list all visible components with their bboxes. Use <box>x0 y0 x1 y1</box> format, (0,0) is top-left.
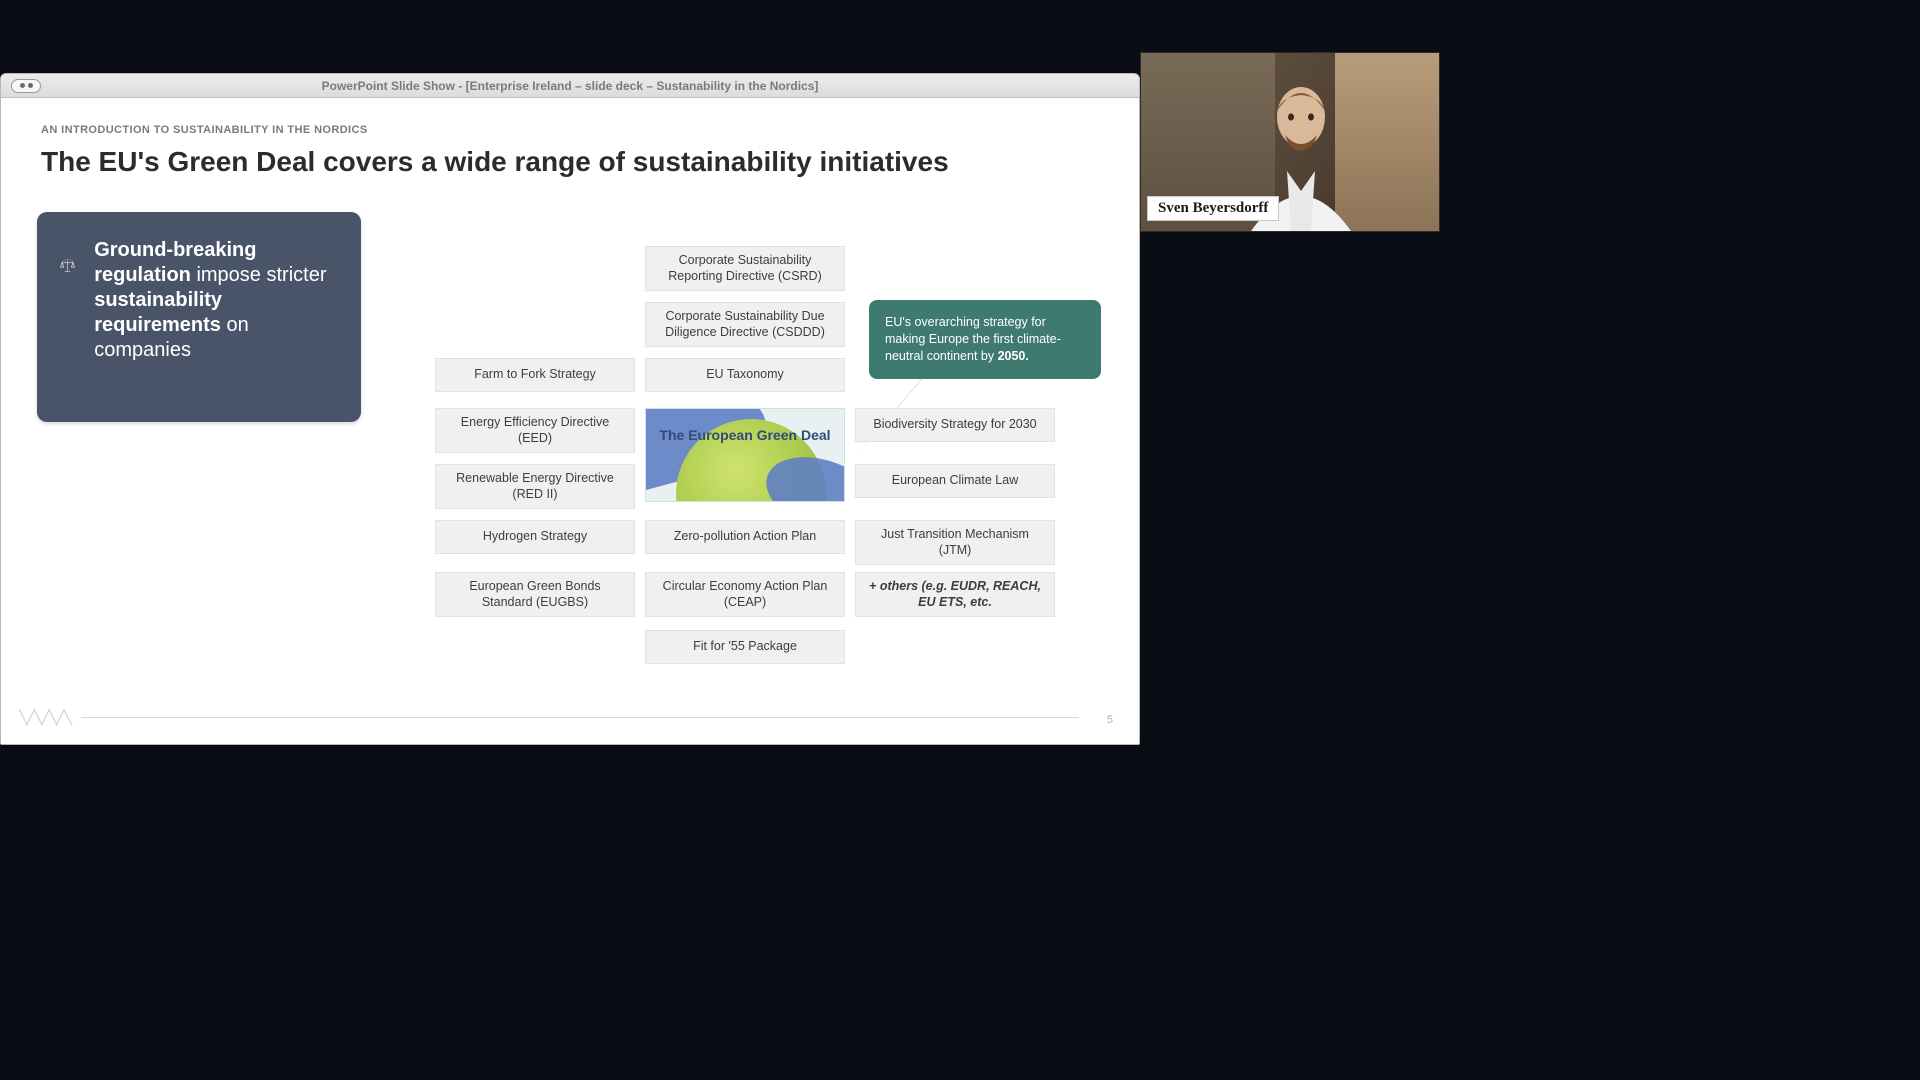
speaker-nameplate: Sven Beyersdorff <box>1147 196 1279 221</box>
slide: AN INTRODUCTION TO SUSTAINABILITY IN THE… <box>1 98 1139 744</box>
callout: EU's overarching strategy for making Eur… <box>869 300 1101 379</box>
callout-text: EU's overarching strategy for making Eur… <box>885 315 1061 363</box>
audio-waveform-icon: ╲╱╲╱╲╱╲ <box>19 709 71 726</box>
initiative-pill-others: + others (e.g. EUDR, REACH, EU ETS, etc. <box>855 572 1055 617</box>
initiative-pill-ecl: European Climate Law <box>855 464 1055 498</box>
info-card: Ground-breaking regulation impose strict… <box>37 212 361 422</box>
page-number: 5 <box>1107 714 1113 726</box>
initiative-pill-h2: Hydrogen Strategy <box>435 520 635 554</box>
scales-icon <box>59 238 76 294</box>
initiative-pill-csrd: Corporate Sustainability Reporting Direc… <box>645 246 845 291</box>
stage: PowerPoint Slide Show - [Enterprise Irel… <box>0 0 1920 1080</box>
info-card-text: Ground-breaking regulation impose strict… <box>94 238 339 363</box>
initiative-pill-ceap: Circular Economy Action Plan (CEAP) <box>645 572 845 617</box>
initiative-pill-bio: Biodiversity Strategy for 2030 <box>855 408 1055 442</box>
initiative-pill-fit55: Fit for '55 Package <box>645 630 845 664</box>
initiative-pill-eugbs: European Green Bonds Standard (EUGBS) <box>435 572 635 617</box>
initiative-pill-eutax: EU Taxonomy <box>645 358 845 392</box>
initiative-pill-zpap: Zero-pollution Action Plan <box>645 520 845 554</box>
slide-headline: The EU's Green Deal covers a wide range … <box>41 146 1099 178</box>
initiatives-grid: The European Green Deal EU's overarching… <box>421 238 1109 684</box>
speaker-video[interactable]: Sven Beyersdorff <box>1140 52 1440 232</box>
initiative-pill-jtm: Just Transition Mechanism (JTM) <box>855 520 1055 565</box>
presenter-icon <box>11 79 41 93</box>
initiative-pill-csddd: Corporate Sustainability Due Diligence D… <box>645 302 845 347</box>
window-titlebar[interactable]: PowerPoint Slide Show - [Enterprise Irel… <box>1 74 1139 98</box>
window-title: PowerPoint Slide Show - [Enterprise Irel… <box>1 79 1139 93</box>
powerpoint-window: PowerPoint Slide Show - [Enterprise Irel… <box>0 73 1140 745</box>
footer-divider <box>81 717 1079 718</box>
green-deal-label: The European Green Deal <box>659 427 830 445</box>
initiative-pill-red2: Renewable Energy Directive (RED II) <box>435 464 635 509</box>
green-deal-tile: The European Green Deal <box>645 408 845 502</box>
initiative-pill-f2f: Farm to Fork Strategy <box>435 358 635 392</box>
initiative-pill-eed: Energy Efficiency Directive (EED) <box>435 408 635 453</box>
slide-kicker: AN INTRODUCTION TO SUSTAINABILITY IN THE… <box>41 124 1099 136</box>
